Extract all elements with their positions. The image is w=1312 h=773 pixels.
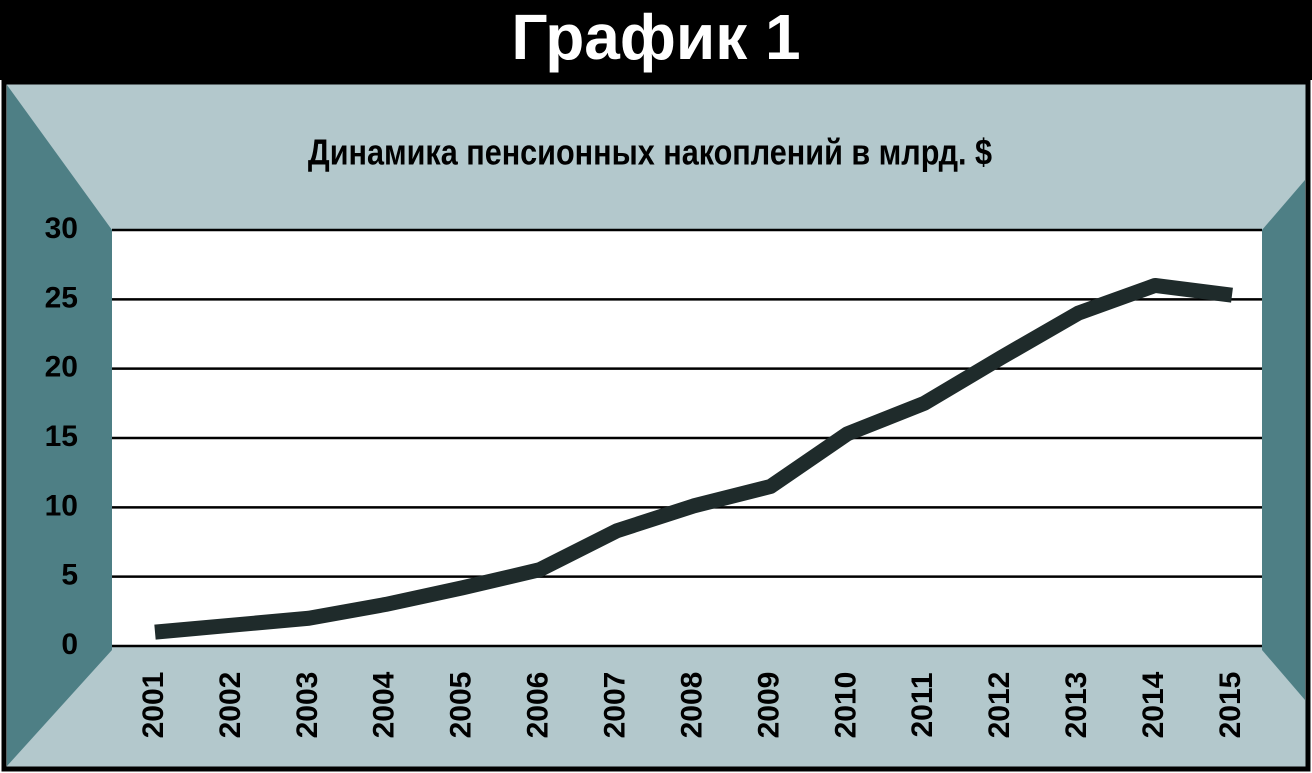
x-tick-label: 2010 — [829, 672, 862, 739]
x-tick-label: 2007 — [598, 672, 631, 739]
left-panel — [7, 85, 112, 766]
right-panel — [1262, 180, 1305, 700]
header-bar — [0, 0, 1312, 80]
x-tick-label: 2006 — [522, 672, 555, 739]
x-tick-label: 2004 — [368, 671, 401, 738]
y-tick-label: 10 — [45, 489, 78, 522]
y-tick-label: 30 — [45, 212, 78, 245]
y-tick-label: 5 — [61, 559, 78, 592]
x-tick-label: 2011 — [906, 672, 939, 737]
chart-title: Динамика пенсионных накоплений в млрд. $ — [308, 133, 993, 173]
y-tick-label: 25 — [45, 281, 78, 314]
x-tick-label: 2005 — [445, 672, 478, 739]
x-tick-label: 2002 — [214, 672, 247, 739]
page-title: График 1 — [511, 1, 800, 73]
data-line — [154, 277, 1233, 640]
y-tick-label: 0 — [61, 628, 78, 661]
x-tick-label: 2013 — [1060, 672, 1093, 739]
x-tick-label: 2003 — [291, 672, 324, 739]
x-tick-label: 2012 — [983, 672, 1016, 739]
y-tick-label: 20 — [45, 351, 78, 384]
x-tick-label: 2008 — [675, 672, 708, 739]
x-tick-label: 2009 — [752, 672, 785, 739]
y-tick-label: 15 — [45, 420, 78, 453]
x-tick-label: 2014 — [1137, 671, 1170, 738]
x-tick-label: 2001 — [137, 672, 170, 739]
x-tick-label: 2015 — [1214, 672, 1247, 739]
